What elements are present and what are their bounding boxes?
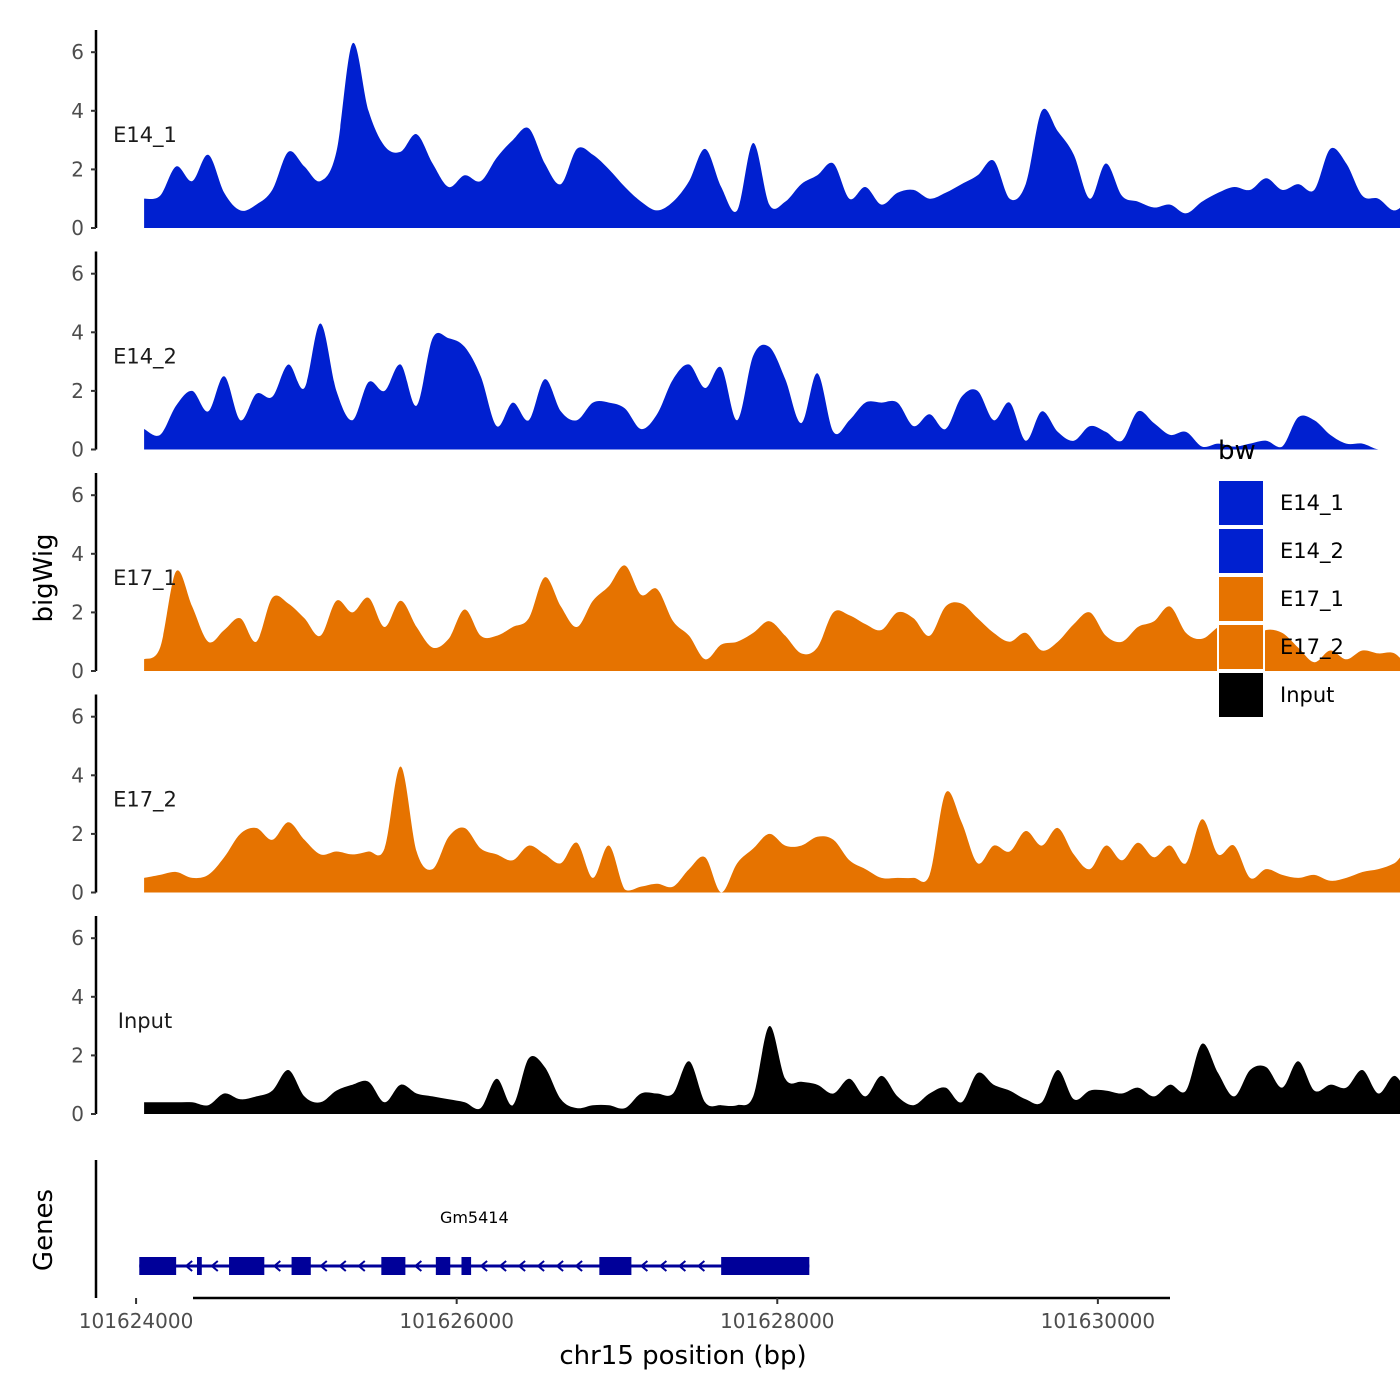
- x-axis: 101624000 101626000 101628000 101630000: [79, 1296, 1170, 1333]
- gene-exon: [435, 1257, 451, 1275]
- strand-arrow: [536, 1260, 545, 1272]
- y-tick-label: 6: [71, 483, 84, 507]
- gene-exon: [139, 1257, 177, 1275]
- x-axis-title: chr15 position (bp): [559, 1341, 806, 1371]
- strand-arrow: [479, 1260, 488, 1272]
- y-tick-label: 0: [71, 216, 84, 240]
- y-tick-label: 6: [71, 40, 84, 64]
- gene-exon: [461, 1257, 472, 1275]
- y-tick-label: 0: [71, 881, 84, 905]
- gene-panel: Gm5414: [94, 1160, 810, 1298]
- x-tick-label: 101624000: [79, 1309, 194, 1333]
- strand-arrow: [658, 1260, 668, 1272]
- y-tick-label: 2: [71, 157, 84, 181]
- coverage-area-Input: [144, 1026, 1400, 1114]
- strand-arrow: [677, 1260, 687, 1272]
- gene-exon: [599, 1257, 632, 1275]
- y-tick-label: 0: [71, 1102, 84, 1126]
- strand-arrow: [319, 1260, 328, 1272]
- gene-exon: [381, 1257, 406, 1275]
- legend-swatch: [1217, 479, 1265, 527]
- genes-axis-title: Genes: [29, 1189, 59, 1271]
- strand-arrow: [338, 1260, 347, 1272]
- strand-arrow: [517, 1260, 526, 1272]
- panel-E17_2: 0 2 4 6 E17_2: [71, 694, 1400, 905]
- y-tick-label: 4: [71, 99, 84, 123]
- strand-arrow: [574, 1260, 583, 1272]
- y-tick-label: 2: [71, 1043, 84, 1067]
- y-axis-title: bigWig: [29, 533, 59, 622]
- coverage-panels: 0 2 4 6 E14_1 0 2 4 6 E14_2 0 2 4 6 E17_1 0 2 4 6 E17_2 0 2 4 6…: [71, 30, 1400, 1126]
- panel-E14_2: 0 2 4 6 E14_2: [71, 251, 1400, 462]
- panel-E14_1: 0 2 4 6 E14_1: [71, 30, 1400, 240]
- legend-swatch: [1217, 623, 1265, 671]
- strand-arrow: [555, 1260, 564, 1272]
- y-tick-label: 2: [71, 379, 84, 403]
- strand-arrow: [498, 1260, 507, 1272]
- track-label: E14_1: [113, 123, 177, 148]
- coverage-area-E14_1: [144, 43, 1400, 228]
- strand-arrow: [357, 1260, 366, 1272]
- coverage-area-E17_2: [144, 766, 1400, 893]
- legend: bw E14_1 E14_2 E17_1 E17_2 Input: [1217, 436, 1344, 719]
- legend-label: E14_2: [1280, 539, 1344, 564]
- y-tick-label: 4: [71, 542, 84, 566]
- legend-label: E17_2: [1280, 635, 1344, 660]
- track-label: Input: [118, 1009, 172, 1033]
- y-tick-label: 2: [71, 822, 84, 846]
- legend-title: bw: [1218, 436, 1256, 466]
- y-tick-label: 6: [71, 705, 84, 729]
- panel-Input: 0 2 4 6 Input: [71, 916, 1400, 1126]
- strand-arrow: [413, 1260, 423, 1272]
- legend-label: Input: [1280, 683, 1334, 707]
- strand-arrow: [639, 1260, 649, 1272]
- y-tick-label: 0: [71, 659, 84, 683]
- strand-arrow: [210, 1260, 219, 1272]
- y-tick-label: 0: [71, 438, 84, 462]
- gene-name-label: Gm5414: [440, 1208, 509, 1227]
- legend-swatch: [1217, 527, 1265, 575]
- panel-E17_1: 0 2 4 6 E17_1: [71, 473, 1400, 683]
- legend-swatch: [1217, 575, 1265, 623]
- strand-arrow: [696, 1260, 706, 1272]
- y-tick-label: 4: [71, 320, 84, 344]
- gene-exon: [229, 1257, 265, 1275]
- legend-swatch: [1217, 671, 1265, 719]
- x-tick-label: 101628000: [720, 1309, 835, 1333]
- y-tick-label: 6: [71, 926, 84, 950]
- legend-label: E14_1: [1280, 491, 1344, 516]
- track-label: E17_2: [113, 788, 177, 813]
- x-tick-label: 101630000: [1041, 1309, 1156, 1333]
- track-label: E17_1: [113, 566, 177, 591]
- y-tick-label: 6: [71, 262, 84, 286]
- gene-exon: [196, 1257, 202, 1275]
- coverage-area-E17_1: [144, 565, 1400, 671]
- coverage-area-E14_2: [144, 323, 1400, 450]
- x-tick-label: 101626000: [399, 1309, 514, 1333]
- y-tick-label: 4: [71, 763, 84, 787]
- legend-label: E17_1: [1280, 587, 1344, 612]
- strand-arrow: [184, 1260, 193, 1272]
- y-tick-label: 4: [71, 985, 84, 1009]
- strand-arrow: [272, 1260, 281, 1272]
- gene-exon: [291, 1257, 311, 1275]
- gene-exon: [721, 1257, 810, 1275]
- track-label: E14_2: [113, 345, 177, 370]
- y-tick-label: 2: [71, 600, 84, 624]
